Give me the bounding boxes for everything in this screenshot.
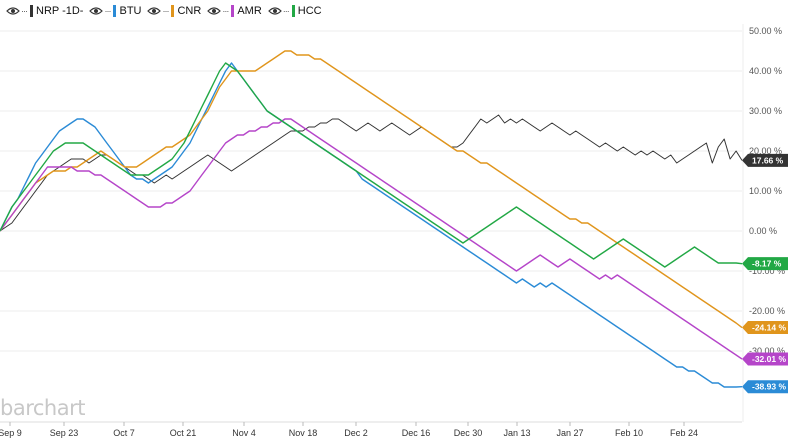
- y-axis: 50.00 % 40.00 % 30.00 % 20.00 % 10.00 % 0.00 …: [742, 24, 785, 422]
- legend-item-cnr[interactable]: ··· CNR: [147, 4, 201, 18]
- value-tag-nrp: 17.66 %: [742, 153, 788, 167]
- more-menu-icon[interactable]: ···: [162, 6, 169, 16]
- value-tag-text: 17.66 %: [752, 155, 784, 165]
- legend-item-nrp[interactable]: ··· NRP -1D-: [6, 4, 83, 18]
- value-tag-bg: [742, 321, 788, 335]
- x-tick-label: Feb 10: [615, 428, 643, 438]
- legend-item-amr[interactable]: ··· AMR: [207, 4, 262, 18]
- value-tag-text: -8.17 %: [752, 259, 782, 269]
- value-tag-cnr: -24.14 %: [742, 321, 788, 335]
- x-tick-label: Oct 7: [113, 428, 135, 438]
- legend-label: AMR: [237, 5, 262, 17]
- x-tick-label: Dec 16: [402, 428, 431, 438]
- y-tick-label: 0.00 %: [749, 226, 777, 236]
- y-tick-label: -10.00 %: [749, 266, 785, 276]
- more-menu-icon[interactable]: ···: [222, 6, 229, 16]
- y-tick-label: 10.00 %: [749, 186, 782, 196]
- legend-swatch: [30, 5, 33, 17]
- y-tick-label: -20.00 %: [749, 306, 785, 316]
- value-tag-text: -32.01 %: [752, 354, 786, 364]
- more-menu-icon[interactable]: ···: [21, 6, 28, 16]
- x-tick-label: Sep 9: [0, 428, 22, 438]
- value-tag-amr: -32.01 %: [742, 352, 788, 366]
- x-tick-label: Dec 2: [344, 428, 368, 438]
- eye-icon[interactable]: [89, 4, 104, 18]
- value-tag-btu: -38.93 %: [742, 380, 788, 394]
- value-tag-text: -38.93 %: [752, 382, 786, 392]
- x-tick-label: Nov 4: [232, 428, 256, 438]
- value-tag-bg: [742, 380, 788, 394]
- y-tick-label: 30.00 %: [749, 106, 782, 116]
- y-tick-label: 40.00 %: [749, 66, 782, 76]
- x-tick-label: Jan 13: [503, 428, 530, 438]
- series-line-cnr: [0, 50, 743, 329]
- legend-swatch: [291, 5, 295, 17]
- y-tick-label: 50.00 %: [749, 26, 782, 36]
- legend-swatch: [171, 5, 175, 17]
- legend-label: CNR: [177, 5, 202, 17]
- value-tag-hcc: -8.17 %: [742, 257, 788, 271]
- legend-swatch: [113, 5, 117, 17]
- x-tick-label: Feb 24: [670, 428, 698, 438]
- watermark-logo: barchart: [0, 396, 85, 420]
- legend-item-btu[interactable]: ··· BTU: [89, 4, 141, 18]
- series-line-hcc: [0, 62, 743, 268]
- more-menu-icon[interactable]: ···: [104, 6, 111, 16]
- y-tick-label: -30.00 %: [749, 346, 785, 356]
- x-tick-label: Jan 27: [556, 428, 583, 438]
- x-tick-label: Dec 30: [454, 428, 483, 438]
- legend-label: BTU: [119, 5, 142, 17]
- legend-swatch: [231, 5, 235, 17]
- series-lines: [0, 50, 743, 388]
- x-axis: Sep 9 Sep 23 Oct 7 Oct 21 Nov 4 Nov 18 Dec 2 De…: [0, 421, 742, 438]
- x-tick-label: Sep 23: [50, 428, 79, 438]
- value-tag-text: -24.14 %: [752, 323, 786, 333]
- eye-icon[interactable]: [147, 4, 162, 18]
- last-value-tags: 17.66 % -38.93 % -24.14 % -32.01 % -8.17 %: [742, 153, 788, 394]
- eye-icon[interactable]: [267, 4, 282, 18]
- legend-label: HCC: [297, 5, 322, 17]
- more-menu-icon[interactable]: ···: [282, 6, 290, 16]
- series-line-btu: [0, 62, 743, 388]
- legend-label: NRP -1D-: [36, 5, 84, 17]
- value-tag-bg: [742, 153, 788, 167]
- series-line-amr: [0, 118, 743, 360]
- eye-icon[interactable]: [207, 4, 222, 18]
- value-tag-bg: [742, 257, 788, 271]
- x-tick-label: Oct 21: [170, 428, 197, 438]
- value-tag-bg: [742, 352, 788, 366]
- legend-item-hcc[interactable]: ··· HCC: [267, 4, 322, 18]
- y-tick-label: 20.00 %: [749, 146, 782, 156]
- legend: ··· NRP -1D- ··· BTU ··· CNR ··· AMR ··· HCC: [0, 0, 322, 22]
- x-tick-label: Nov 18: [289, 428, 318, 438]
- eye-icon[interactable]: [6, 4, 20, 18]
- grid-lines: [0, 30, 742, 352]
